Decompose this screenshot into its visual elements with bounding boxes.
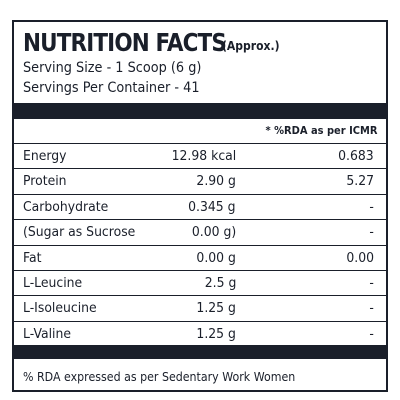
nutrition-label: NUTRITION FACTS (Approx.) Serving Size -… <box>12 20 388 392</box>
rda-percent: 0.683 <box>338 148 374 164</box>
rda-percent: - <box>369 224 374 241</box>
amount: 0.00 g) <box>191 224 236 241</box>
rda-percent: 5.27 <box>346 173 374 190</box>
nutrient-name: Carbohydrate <box>23 198 109 215</box>
rda-percent: 0.00 <box>346 249 374 266</box>
table-row: (Sugar as Sucrose 0.00 g) - <box>14 219 386 245</box>
servings-per-container: Servings Per Container - 41 <box>23 80 200 96</box>
rda-percent: - <box>369 325 374 342</box>
amount: 2.90 g <box>196 173 236 190</box>
table-row: Fat 0.00 g 0.00 <box>14 244 386 271</box>
rda-header: * %RDA as per ICMR <box>265 124 378 137</box>
amount: 0.00 g <box>196 249 236 266</box>
table-row: Protein 2.90 g 5.27 <box>14 168 386 194</box>
nutrient-name: L-Valine <box>23 325 72 342</box>
amount: 1.25 g <box>196 325 236 342</box>
nutrient-name: L-Leucine <box>23 275 83 291</box>
amount: 12.98 kcal <box>171 148 236 164</box>
rda-percent: - <box>369 275 374 291</box>
nutrient-name: Energy <box>23 148 67 164</box>
amount: 0.345 g <box>188 198 236 215</box>
table-row: L-Isoleucine 1.25 g - <box>14 295 386 321</box>
title-note: (Approx.) <box>222 39 280 53</box>
nutrient-name: Protein <box>23 173 67 190</box>
rda-percent: - <box>369 198 374 215</box>
serving-size: Serving Size - 1 Scoop (6 g) <box>23 60 202 76</box>
title: NUTRITION FACTS <box>23 28 227 57</box>
table-row: Carbohydrate 0.345 g - <box>14 193 386 220</box>
rda-percent: - <box>369 300 374 317</box>
table-row: Energy 12.98 kcal 0.683 <box>14 143 386 169</box>
divider-bar <box>14 103 386 119</box>
table-row: L-Leucine 2.5 g - <box>14 270 386 296</box>
footer-note: % RDA expressed as per Sedentary Work Wo… <box>23 370 296 384</box>
amount: 1.25 g <box>196 300 236 317</box>
nutrient-name: (Sugar as Sucrose <box>23 224 136 241</box>
nutrient-name: L-Isoleucine <box>23 300 97 317</box>
table-row: L-Valine 1.25 g - <box>14 320 386 347</box>
nutrient-name: Fat <box>23 249 42 266</box>
divider-bar <box>14 345 386 359</box>
amount: 2.5 g <box>204 275 236 291</box>
